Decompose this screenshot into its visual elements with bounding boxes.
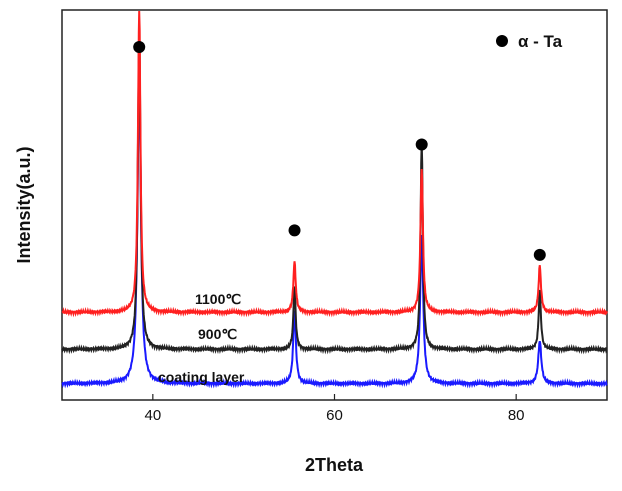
x-tick-label: 60 [326,407,343,424]
series-line-2 [61,10,608,318]
peak-marker-layer [133,41,546,261]
series-layer [61,10,608,389]
legend: α - Ta [496,32,563,51]
series-line-1 [61,30,608,355]
x-tick-layer: 40 60 80 [144,394,525,424]
alpha-ta-marker [133,41,146,54]
series-label-900: 900℃ [198,326,237,342]
series-label-1100: 1100℃ [195,291,241,307]
y-axis-label: Intensity(a.u.) [14,146,34,263]
series-line-0 [61,79,608,389]
legend-label: α - Ta [518,32,563,51]
legend-marker [496,35,508,47]
x-tick-label: 40 [144,407,161,424]
series-label-coating: coating layer [158,369,245,385]
alpha-ta-marker [533,248,546,261]
x-axis-label: 2Theta [305,455,364,475]
alpha-ta-marker [288,224,301,237]
x-tick-label: 80 [508,407,525,424]
alpha-ta-marker [415,138,428,151]
